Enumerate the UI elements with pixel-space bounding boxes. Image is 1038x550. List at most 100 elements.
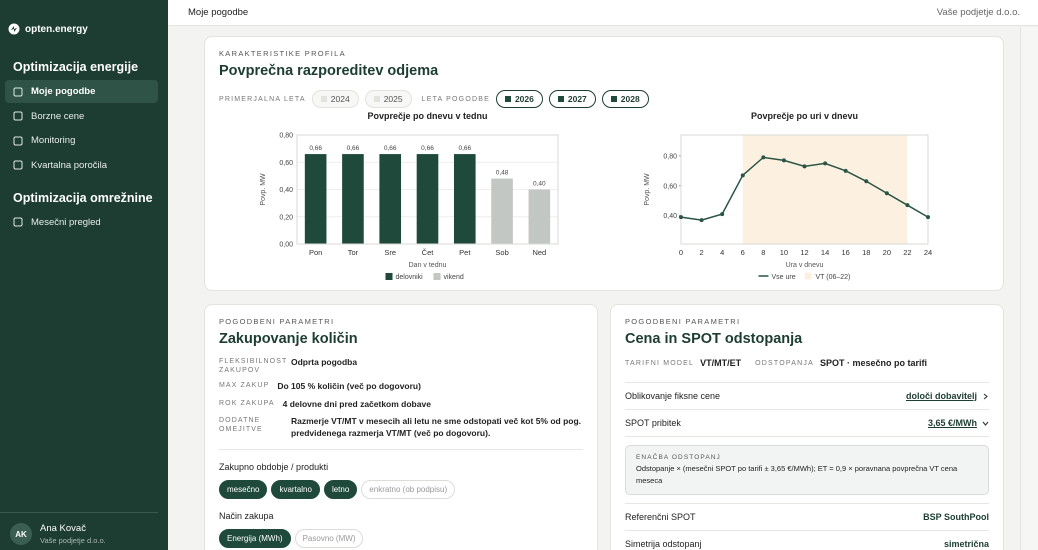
x-tick-label: 12	[800, 248, 808, 257]
value-label: 0,66	[347, 145, 360, 152]
point	[761, 155, 766, 160]
bar	[528, 189, 551, 244]
y-tick-label: 0,80	[279, 133, 293, 140]
meta-item: TARIFNI MODEL VT/MT/ET	[625, 358, 741, 368]
field-label: FLEKSIBILNOST ZAKUPOV	[219, 358, 288, 375]
x-tick-label: 8	[761, 248, 765, 257]
value-label: 0,66	[309, 145, 322, 152]
card-title: Cena in SPOT odstopanja	[625, 331, 803, 347]
plot-frame	[680, 134, 929, 245]
chevron	[983, 393, 988, 399]
brand: opten.energy	[8, 23, 88, 35]
row: Oblikovanje fiksne cene določi dobavitelj	[625, 383, 989, 410]
y-tick-label: 0,80	[663, 153, 677, 160]
x-axis-label: Dan v tednu	[409, 262, 447, 269]
row-value-text: BSP SouthPool	[923, 512, 989, 523]
bar	[453, 154, 476, 244]
profile-card: KARAKTERISTIKE PROFILA Povprečna razpore…	[204, 36, 1004, 291]
row: Simetrija odstopanj simetrična	[625, 531, 989, 550]
option-chip[interactable]: Pasovno (MW)	[294, 529, 364, 549]
spot-card: POGODBENI PARAMETRI Cena in SPOT odstopa…	[610, 304, 1004, 550]
chevron-shape	[982, 421, 989, 426]
group-title: Način zakupa	[219, 511, 274, 522]
point	[740, 173, 745, 178]
row-value[interactable]: določi dobavitelj	[906, 391, 989, 401]
x-tick-label: 10	[780, 248, 788, 257]
row-value[interactable]: 3,65 €/MWh	[928, 418, 989, 428]
user-name: Ana Kovač	[40, 523, 86, 534]
section-title: Optimizacija omrežnine	[13, 190, 153, 205]
year-chip[interactable]: 2026	[495, 90, 543, 108]
field-value: Razmerje VT/MT v mesecih ali letu ne sme…	[291, 416, 582, 438]
x-tick-label: 20	[883, 248, 891, 257]
rows: Referenčni SPOT BSP SouthPool Simetrija od…	[625, 503, 989, 550]
point	[843, 168, 848, 173]
nav-icon	[13, 160, 23, 170]
field-label: MAX ZAKUP	[219, 382, 270, 390]
x-tick-label: 0	[679, 248, 683, 257]
groups: Zakupno obdobje / produkti mesečno kvartal…	[219, 462, 583, 550]
y-tick-label: 0,40	[279, 187, 293, 194]
nav-section: Optimizacija omrežnine Mesečni pregled	[0, 191, 168, 234]
chart-title: Povprečje po uri v dnevu	[751, 111, 858, 121]
x-tick-label: 16	[841, 248, 849, 257]
nav-label: Kvartalna poročila	[31, 159, 108, 171]
company: Vaše podjetje d.o.o.	[936, 7, 1020, 18]
filter-label: LETA POGODBE	[421, 95, 490, 103]
nav-item[interactable]: Mesečni pregled	[5, 211, 158, 234]
row-value: simetrična	[944, 539, 989, 549]
user[interactable]: AK Ana Kovač Vaše podjetje d.o.o.	[0, 512, 158, 545]
chip-swatch	[373, 96, 380, 102]
field-label: ROK ZAKUPA	[219, 399, 275, 407]
page-title: Moje pogodbe	[188, 7, 249, 18]
nav-item[interactable]: Moje pogodbe	[5, 80, 158, 103]
year-chip[interactable]: 2027	[548, 90, 596, 108]
row-label: Simetrija odstopanj	[625, 539, 702, 550]
fields: FLEKSIBILNOST ZAKUPOV Odprta pogodba MAX Z…	[219, 357, 583, 439]
nav-item[interactable]: Monitoring	[5, 129, 158, 152]
year-chip[interactable]: 2028	[601, 90, 649, 108]
year-chip[interactable]: 2025	[364, 90, 412, 108]
row-value-text: 3,65 €/MWh	[927, 418, 977, 428]
row: SPOT pribitek 3,65 €/MWh	[625, 410, 989, 437]
y-tick-label: 0,60	[279, 160, 293, 167]
brand-name: opten.energy	[25, 23, 88, 35]
field: FLEKSIBILNOST ZAKUPOV Odprta pogodba	[219, 357, 583, 375]
bar	[342, 154, 364, 244]
nav-label: Moje pogodbe	[31, 86, 96, 97]
x-tick-label: Čet	[422, 248, 435, 257]
x-tick-label: 4	[720, 248, 724, 257]
formula: ENAČBA ODSTOPANJ Odstopanje × (mesečni S…	[625, 445, 989, 496]
field-value: 4 delovne dni pred začetkom dobave	[282, 398, 431, 409]
option-chip[interactable]: mesečno	[219, 480, 268, 500]
option-chip[interactable]: letno	[323, 480, 358, 500]
y-tick-label: 0,40	[663, 213, 677, 220]
volumes-card: POGODBENI PARAMETRI Zakupovanje količin …	[204, 304, 598, 550]
x-tick-label: 6	[741, 248, 745, 257]
formula-text: Odstopanje × (mesečni SPOT po tarifi ± 3…	[636, 464, 958, 486]
chip-swatch	[610, 96, 617, 102]
meta-value: SPOT · mesečno po tarifi	[819, 358, 927, 368]
point	[781, 158, 786, 163]
option-chip[interactable]: enkratno (ob podpisu)	[361, 480, 456, 500]
nav-item[interactable]: Borzne cene	[5, 105, 158, 128]
y-tick-label: 0,60	[663, 183, 677, 190]
nav-icon	[13, 136, 23, 145]
legend-swatch	[433, 273, 441, 280]
meta-label: ODSTOPANJA	[755, 359, 814, 367]
point	[884, 191, 889, 196]
x-tick-label: 24	[924, 248, 932, 257]
nav-item[interactable]: Kvartalna poročila	[5, 154, 158, 177]
row-value: BSP SouthPool	[923, 512, 989, 522]
eyebrow: POGODBENI PARAMETRI	[625, 317, 741, 326]
option-chip[interactable]: kvartalno	[271, 480, 320, 500]
row: Referenčni SPOT BSP SouthPool	[625, 504, 989, 532]
plot-frame	[296, 134, 559, 245]
field-label: DODATNE OMEJITVE	[219, 417, 263, 434]
card-title: Povprečna razporeditev odjema	[219, 63, 439, 79]
option-chip[interactable]: Energija (MWh)	[219, 529, 291, 549]
shade-band	[742, 135, 908, 244]
year-chip[interactable]: 2024	[311, 90, 359, 108]
logo	[8, 23, 20, 35]
point	[720, 212, 725, 217]
